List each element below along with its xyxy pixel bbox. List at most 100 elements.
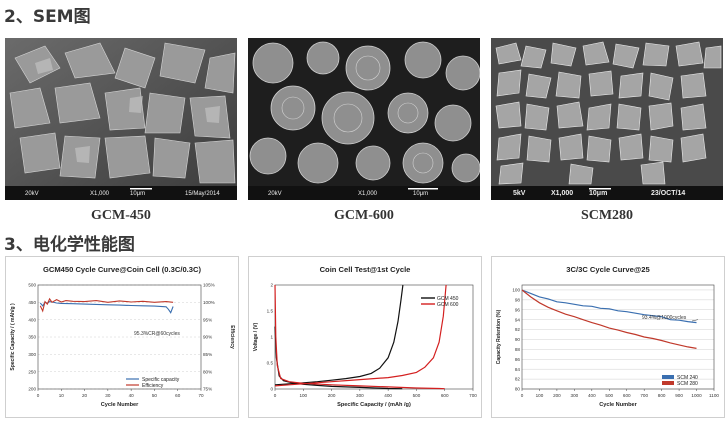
chart-panel-3c-cycle: 3C/3C Cycle Curve@25 0 100 200 300 400 500 600 7… xyxy=(491,256,725,418)
y-tick-label: 96 xyxy=(515,307,521,312)
x-tick-label: 400 xyxy=(588,393,596,398)
y-tick-label: 86 xyxy=(515,357,521,362)
y-tick-label: 84 xyxy=(515,367,521,372)
x-tick-label: 200 xyxy=(328,393,336,398)
y2-tick-label: 80% xyxy=(203,369,212,374)
y-tick-label: 80 xyxy=(515,387,521,392)
annotation-arrow xyxy=(691,319,699,322)
x-axis-label: Specific Capacity / (mAh /g) xyxy=(337,402,411,408)
x-tick-label: 700 xyxy=(640,393,648,398)
legend-label: Efficiency xyxy=(142,383,164,389)
chart-annotation: 95.3%CR@60cycles xyxy=(134,331,180,337)
sem-overlay-text: 10μm xyxy=(413,191,428,197)
scale-bar xyxy=(408,188,438,190)
sem-overlay-text: X1,000 xyxy=(358,191,378,197)
y-tick-label: 0.5 xyxy=(267,361,274,366)
y-tick-label: 500 xyxy=(28,283,36,288)
y-tick-label: 100 xyxy=(512,288,520,293)
sem-overlay-text: 5kV xyxy=(513,190,526,197)
sem-image-gcm450: 20kV X1,000 10μm 15/May/2014 xyxy=(5,38,237,200)
y-axis-label: Specific Capacity / ( mAh/g ) xyxy=(10,303,16,371)
x-tick-label: 900 xyxy=(675,393,683,398)
plot-frame xyxy=(521,284,715,390)
x-tick-label: 100 xyxy=(299,393,307,398)
y-axis-label: Capacity Retention (%) xyxy=(496,309,502,364)
chart-title: GCM450 Cycle Curve@Coin Cell (0.3C/0.3C) xyxy=(43,265,202,274)
x-tick-label: 500 xyxy=(605,393,613,398)
x-axis-label: Cycle Number xyxy=(101,402,139,408)
legend-label: SCM 240 xyxy=(677,375,698,381)
y-tick-label: 90 xyxy=(515,337,521,342)
legend-swatch xyxy=(662,381,674,385)
y-tick-label: 0 xyxy=(270,387,273,392)
sem-overlay-text: 10μm xyxy=(589,190,607,197)
y2-tick-label: 85% xyxy=(203,352,212,357)
x-tick-label: 0 xyxy=(274,393,277,398)
sem-overlay-text: X1,000 xyxy=(551,190,573,197)
x-tick-label: 600 xyxy=(623,393,631,398)
sem-image-gcm600: 20kV X1,000 10μm xyxy=(248,38,480,200)
sem-overlay-text: X1,000 xyxy=(90,191,110,197)
chart-title: 3C/3C Cycle Curve@25 xyxy=(566,265,650,274)
y-tick-label: 400 xyxy=(28,317,36,322)
series-discharge-gcm-600 xyxy=(274,284,445,390)
x-tick-label: 10 xyxy=(59,393,65,398)
x-tick-label: 300 xyxy=(571,393,579,398)
y2-tick-label: 90% xyxy=(203,335,212,340)
sem-overlay-text: 20kV xyxy=(25,191,39,197)
y-axis-label: Voltage / (V) xyxy=(253,322,259,351)
x-tick-label: 600 xyxy=(441,393,449,398)
sem-overlay-text: 15/May/2014 xyxy=(185,191,220,197)
y-tick-label: 1 xyxy=(270,335,273,340)
y2-tick-label: 105% xyxy=(203,283,215,288)
legend-label: SCM 280 xyxy=(677,381,698,387)
y-tick-label: 450 xyxy=(28,300,36,305)
legend-label: GCM 450 xyxy=(437,296,459,302)
y2-axis-label: Efficiency xyxy=(229,325,235,349)
x-tick-label: 500 xyxy=(413,393,421,398)
sem-overlay-text: 10μm xyxy=(130,191,145,197)
sem-image-scm280: 5kV X1,000 10μm 23/OCT/14 xyxy=(491,38,723,200)
chart-panel-gcm450-cycle: GCM450 Cycle Curve@Coin Cell (0.3C/0.3C)… xyxy=(5,256,239,418)
x-tick-label: 0 xyxy=(521,393,524,398)
sem-overlay-text: 20kV xyxy=(268,191,282,197)
echem-section-title: 3、电化学性能图 xyxy=(4,235,135,255)
x-tick-label: 70 xyxy=(198,393,204,398)
sem-section-title: 2、SEM图 xyxy=(4,7,91,27)
sem-caption: SCM280 xyxy=(580,208,634,223)
y2-tick-label: 95% xyxy=(203,317,212,322)
x-tick-label: 1000 xyxy=(691,393,702,398)
legend-label: Specific capacity xyxy=(142,377,180,383)
chart-gcm450-cycle: GCM450 Cycle Curve@Coin Cell (0.3C/0.3C)… xyxy=(10,265,235,408)
y-tick-label: 88 xyxy=(515,347,521,352)
chart-title: Coin Cell Test@1st Cycle xyxy=(320,265,411,274)
x-tick-label: 200 xyxy=(553,393,561,398)
chart-3c-cycle: 3C/3C Cycle Curve@25 0 100 200 300 400 500 600 7… xyxy=(496,265,719,408)
x-tick-label: 700 xyxy=(469,393,477,398)
series-line-efficiency xyxy=(39,297,174,313)
x-tick-label: 50 xyxy=(152,393,158,398)
legend-swatch xyxy=(662,375,674,379)
series-line-scm-280 xyxy=(521,289,697,349)
series-line-scm-240 xyxy=(521,289,697,324)
y-tick-label: 2 xyxy=(270,283,273,288)
x-tick-label: 300 xyxy=(356,393,364,398)
series-charge-gcm-450 xyxy=(274,284,404,386)
y2-tick-label: 100% xyxy=(203,300,215,305)
x-tick-label: 800 xyxy=(658,393,666,398)
x-axis-label: Cycle Number xyxy=(599,402,637,408)
x-tick-label: 30 xyxy=(105,393,111,398)
y-tick-label: 92 xyxy=(515,327,521,332)
chart-panel-coin-cell: Coin Cell Test@1st Cycle 0 100 200 300 400 500… xyxy=(248,256,482,418)
y-tick-label: 98 xyxy=(515,297,521,302)
y-tick-label: 200 xyxy=(28,387,36,392)
y-tick-label: 350 xyxy=(28,335,36,340)
series-charge-gcm-600 xyxy=(274,284,447,387)
y-tick-label: 94 xyxy=(515,317,521,322)
x-tick-label: 20 xyxy=(82,393,88,398)
x-tick-label: 60 xyxy=(175,393,181,398)
y-tick-label: 250 xyxy=(28,369,36,374)
legend-label: GCM 600 xyxy=(437,302,459,308)
plot-frame xyxy=(37,284,202,390)
x-tick-label: 1100 xyxy=(709,393,719,398)
